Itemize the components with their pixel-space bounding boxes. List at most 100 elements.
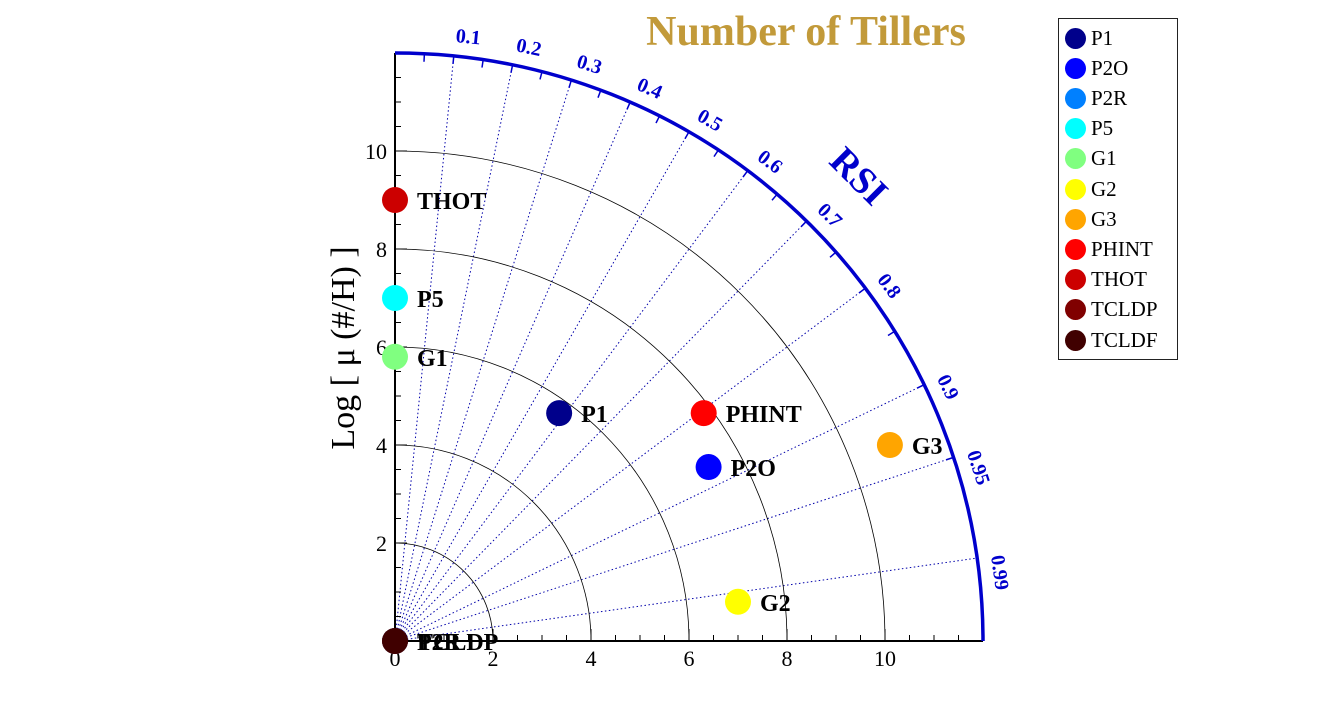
point-p5 bbox=[382, 285, 408, 311]
point-g2 bbox=[725, 588, 751, 615]
rsi-tick-label: 0.7 bbox=[813, 199, 846, 232]
rsi-arc-tick bbox=[800, 220, 808, 228]
y-tick-label: 8 bbox=[376, 237, 387, 262]
rsi-arc-tick bbox=[626, 101, 631, 110]
point-tcldf bbox=[382, 628, 408, 654]
rsi-arc-tick bbox=[829, 251, 837, 258]
legend-label: P2O bbox=[1091, 55, 1129, 80]
rsi-outer-arc bbox=[394, 51, 985, 642]
legend-item-phint: PHINT bbox=[1065, 234, 1153, 264]
point-label-phint: PHINT bbox=[726, 402, 802, 428]
rsi-tick-label: 0.1 bbox=[455, 25, 482, 49]
x-tick-label: 8 bbox=[782, 646, 793, 671]
rsi-arc-tick bbox=[597, 89, 602, 98]
x-tick-label: 2 bbox=[488, 646, 499, 671]
legend-item-tcldf: TCLDF bbox=[1065, 325, 1158, 355]
rsi-tick-label: 0.6 bbox=[753, 146, 786, 179]
rsi-arc-tick bbox=[452, 55, 455, 64]
radius-circle-10 bbox=[394, 150, 886, 642]
point-thot bbox=[382, 187, 408, 213]
y-axis-label: Log [ μ (#/H) ] bbox=[325, 246, 362, 449]
legend-item-tcldp: TCLDP bbox=[1065, 295, 1158, 325]
rsi-tick-label: 0.95 bbox=[962, 448, 994, 488]
x-tick-label: 4 bbox=[586, 646, 597, 671]
y-tick-label: 2 bbox=[376, 531, 387, 556]
rsi-arc-tick bbox=[481, 59, 484, 68]
point-label-g1: G1 bbox=[417, 346, 448, 372]
legend-swatch bbox=[1065, 178, 1086, 200]
legend-label: TCLDF bbox=[1091, 327, 1158, 352]
radius-circle-8 bbox=[394, 248, 788, 642]
legend-item-thot: THOT bbox=[1065, 265, 1147, 295]
x-tick-label: 0 bbox=[390, 646, 401, 671]
rsi-tick-label: 0.8 bbox=[873, 270, 906, 303]
legend-item-p5: P5 bbox=[1065, 114, 1113, 144]
rsi-arc-tick bbox=[713, 149, 720, 158]
rsi-arc-tick bbox=[568, 79, 573, 88]
y-tick-label: 4 bbox=[376, 433, 387, 458]
legend-swatch bbox=[1065, 27, 1086, 49]
legend-swatch bbox=[1065, 299, 1086, 321]
point-label-g2: G2 bbox=[760, 591, 791, 617]
point-p1 bbox=[546, 400, 573, 427]
legend-swatch bbox=[1065, 57, 1086, 79]
legend-item-p2o: P2O bbox=[1065, 53, 1128, 83]
point-g1 bbox=[382, 343, 408, 370]
rsi-arc-tick bbox=[655, 115, 661, 124]
grid-layer bbox=[394, 55, 978, 642]
legend-item-g3: G3 bbox=[1065, 204, 1117, 234]
legend-label: PHINT bbox=[1091, 236, 1153, 261]
rsi-arc-tick bbox=[858, 287, 866, 294]
rsi-tick-label: 0.99 bbox=[986, 554, 1013, 592]
point-label-thot: THOT bbox=[417, 189, 486, 215]
rsi-tick-label: 0.3 bbox=[574, 51, 604, 79]
point-phint bbox=[690, 400, 717, 427]
rsi-tick-label: 0.4 bbox=[634, 74, 666, 104]
point-p2o bbox=[695, 454, 722, 481]
y-tick-label: 10 bbox=[365, 139, 387, 164]
legend-swatch bbox=[1065, 329, 1086, 351]
legend: P1 P2O P2R P5 G1 G2 G3 PHINT THOT TCLDP TCLDF bbox=[1058, 18, 1178, 360]
rsi-arc-tick bbox=[510, 64, 514, 73]
radius-circle-6 bbox=[394, 346, 690, 642]
legend-label: G3 bbox=[1091, 206, 1117, 231]
rsi-arc-tick bbox=[684, 131, 690, 140]
legend-swatch bbox=[1065, 208, 1086, 230]
legend-label: TCLDP bbox=[1091, 297, 1158, 322]
rsi-arc-tick bbox=[916, 384, 925, 389]
x-tick-label: 10 bbox=[874, 646, 896, 671]
point-label-g3: G3 bbox=[912, 434, 943, 460]
rsi-arc-tick bbox=[887, 330, 896, 337]
legend-swatch bbox=[1065, 87, 1086, 109]
rsi-arc-tick bbox=[945, 456, 954, 461]
rsi-arc-tick bbox=[742, 170, 749, 178]
legend-label: P2R bbox=[1091, 85, 1128, 110]
legend-label: THOT bbox=[1091, 267, 1147, 292]
radius-circle-4 bbox=[394, 444, 592, 642]
point-label-p2r: P2R bbox=[417, 630, 462, 656]
point-label-p1: P1 bbox=[581, 402, 608, 428]
rsi-arc-tick bbox=[771, 193, 778, 201]
legend-label: P5 bbox=[1091, 116, 1114, 141]
legend-swatch bbox=[1065, 269, 1086, 291]
point-g3 bbox=[876, 432, 903, 458]
y-tick-label: 6 bbox=[376, 335, 387, 360]
rsi-tick-label: 0.9 bbox=[932, 371, 963, 403]
legend-swatch bbox=[1065, 238, 1086, 260]
point-label-p5: P5 bbox=[417, 287, 444, 313]
legend-item-g1: G1 bbox=[1065, 144, 1117, 174]
legend-item-p1: P1 bbox=[1065, 23, 1113, 53]
legend-item-g2: G2 bbox=[1065, 174, 1117, 204]
radius-circle-2 bbox=[394, 542, 494, 642]
chart-title: Number of Tillers bbox=[646, 9, 966, 55]
point-label-p2o: P2O bbox=[731, 456, 776, 482]
legend-label: G2 bbox=[1091, 176, 1117, 201]
rsi-tick-label: 0.2 bbox=[514, 35, 543, 62]
rsi-tick-label: 0.5 bbox=[694, 105, 727, 137]
x-tick-label: 6 bbox=[684, 646, 695, 671]
legend-label: P1 bbox=[1091, 25, 1114, 50]
legend-item-p2r: P2R bbox=[1065, 83, 1127, 113]
point-label-tcldp: TCLDP bbox=[417, 630, 498, 656]
rsi-arc-tick bbox=[539, 71, 543, 80]
